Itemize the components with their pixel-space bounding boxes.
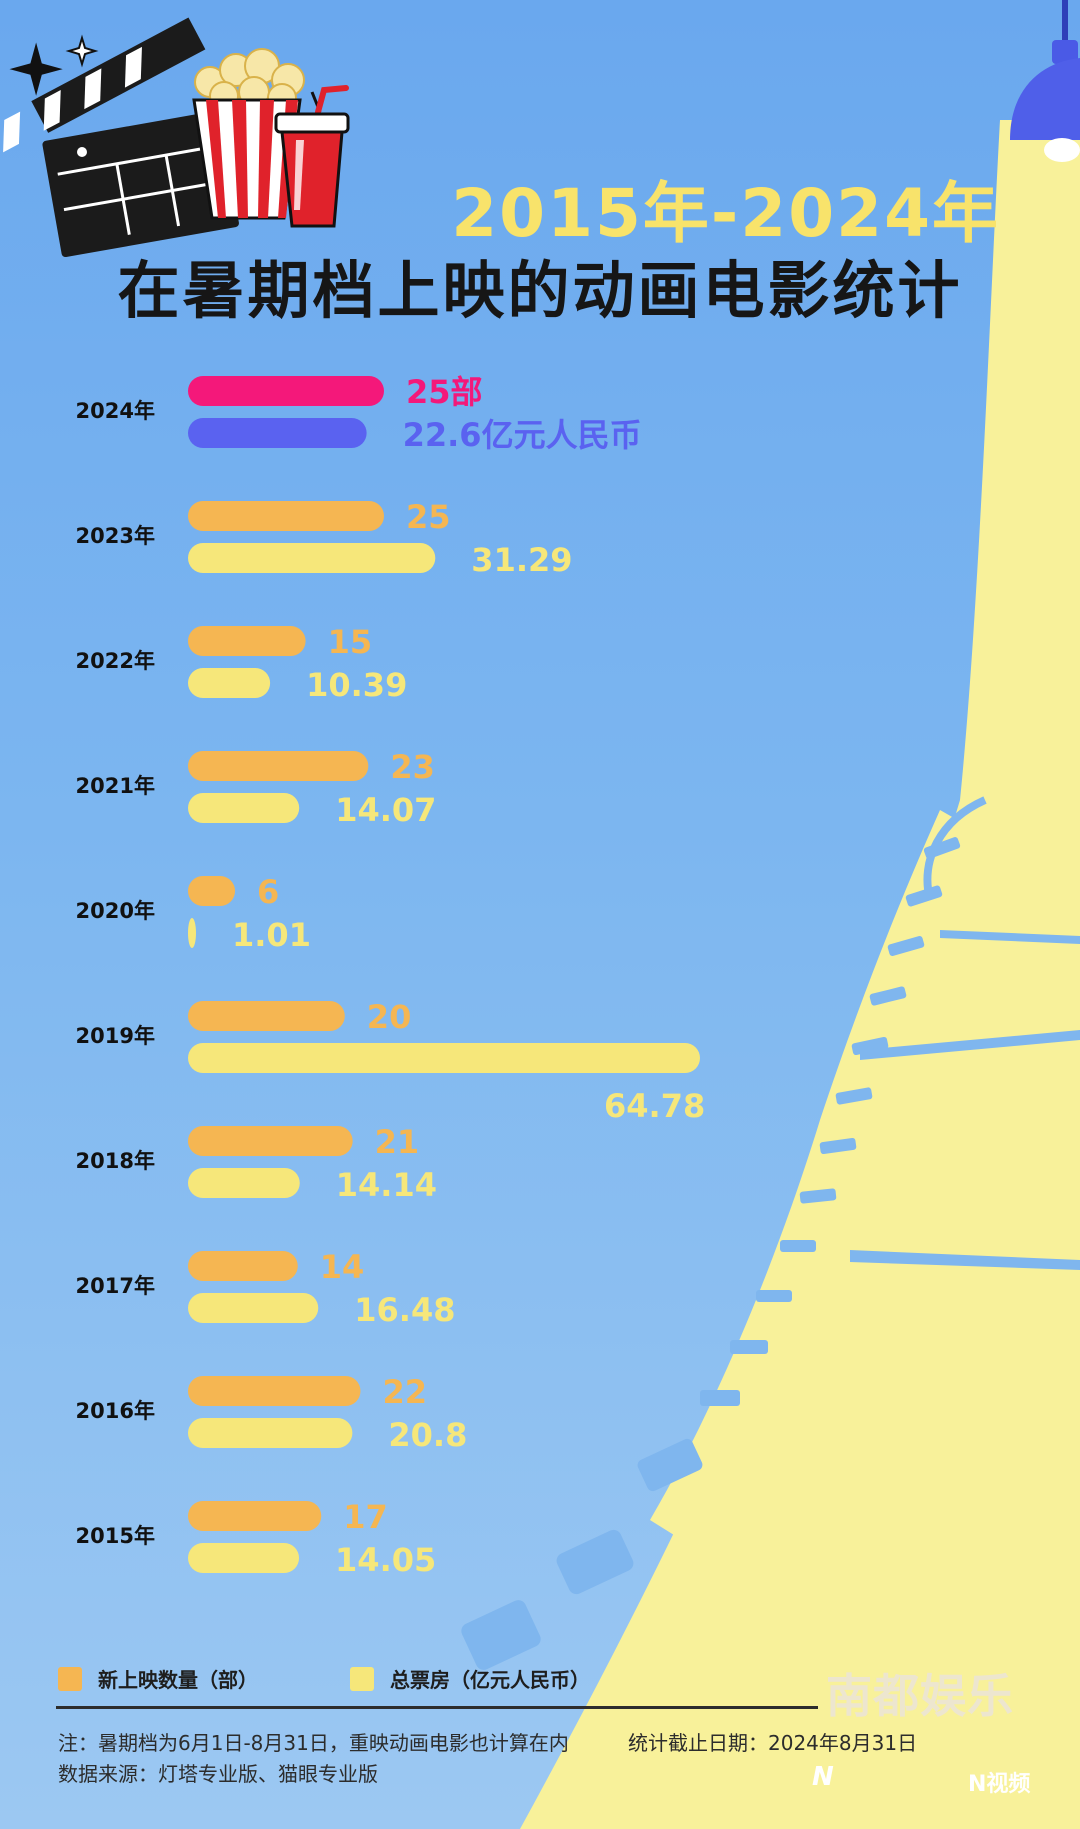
popcorn-icon	[192, 48, 305, 220]
box-office-bar	[188, 668, 271, 698]
box-office-bar	[188, 918, 196, 948]
year-label: 2023年	[76, 524, 155, 548]
legend-item-count: 新上映数量（部）	[58, 1664, 258, 1693]
count-value-label: 14	[320, 1248, 365, 1286]
count-value-label: 22	[382, 1373, 427, 1411]
count-value-label: 25部	[406, 373, 483, 411]
count-value-label: 6	[257, 873, 279, 911]
box-office-bar	[188, 1043, 700, 1073]
count-bar	[188, 751, 369, 781]
film-strip-icon	[461, 810, 1080, 1670]
box-office-value-label: 31.29	[471, 541, 572, 579]
box-office-value-label: 64.78	[604, 1087, 705, 1125]
spotlight-beam	[520, 120, 1080, 1829]
count-value-label: 20	[367, 998, 412, 1036]
legend-item-box-office: 总票房（亿元人民币）	[350, 1664, 590, 1693]
year-label: 2017年	[76, 1274, 155, 1298]
box-office-value-label: 16.48	[354, 1291, 455, 1329]
count-value-label: 23	[390, 748, 435, 786]
year-label: 2019年	[76, 1024, 155, 1048]
box-office-value-label: 14.07	[335, 791, 436, 829]
year-label: 2018年	[76, 1149, 155, 1173]
lamp-icon	[1010, 0, 1080, 162]
count-bar	[188, 1501, 322, 1531]
count-bar	[188, 626, 306, 656]
n-video-logo: N视频	[968, 1772, 1031, 1797]
year-label: 2024年	[76, 399, 155, 423]
divider	[56, 1706, 818, 1709]
legend-swatch-count	[58, 1666, 82, 1691]
count-bar	[188, 501, 384, 531]
count-value-label: 21	[375, 1123, 420, 1161]
box-office-bar	[188, 1293, 319, 1323]
count-value-label: 25	[406, 498, 451, 536]
box-office-value-label: 1.01	[232, 916, 311, 954]
count-bar	[188, 1001, 345, 1031]
count-bar	[188, 1126, 353, 1156]
year-label: 2016年	[76, 1399, 155, 1423]
box-office-value-label: 10.39	[306, 666, 407, 704]
data-source: 数据来源：灯塔专业版、猫眼专业版	[58, 1762, 378, 1786]
box-office-bar	[188, 1168, 300, 1198]
box-office-bar	[188, 793, 300, 823]
legend-label-box-office: 总票房（亿元人民币）	[390, 1668, 590, 1692]
box-office-value-label: 20.8	[388, 1416, 467, 1454]
count-bar	[188, 1376, 361, 1406]
year-label: 2020年	[76, 899, 155, 923]
clapperboard-icon	[3, 17, 239, 258]
box-office-bar	[188, 418, 367, 448]
cutoff-date: 统计截止日期：2024年8月31日	[628, 1731, 918, 1755]
legend-swatch-box-office	[350, 1666, 374, 1691]
year-label: 2015年	[76, 1524, 155, 1548]
box-office-bar	[188, 1418, 353, 1448]
box-office-bar	[188, 1543, 300, 1573]
nd-logo: N	[812, 1762, 834, 1792]
film-curl	[923, 796, 987, 901]
box-office-value-label: 14.05	[335, 1541, 436, 1579]
page-title: 在暑期档上映的动画电影统计	[117, 254, 963, 327]
footnote: 注：暑期档为6月1日-8月31日，重映动画电影也计算在内	[58, 1731, 569, 1755]
count-value-label: 15	[328, 623, 373, 661]
count-bar	[188, 1251, 298, 1281]
count-value-label: 17	[343, 1498, 388, 1536]
legend-label-count: 新上映数量（部）	[98, 1668, 258, 1692]
title-years: 2015年-2024年	[451, 175, 1000, 252]
box-office-value-label: 22.6亿元人民币	[403, 416, 642, 454]
legend: 新上映数量（部） 总票房（亿元人民币）	[58, 1664, 590, 1693]
year-label: 2022年	[76, 649, 155, 673]
box-office-bar	[188, 543, 436, 573]
drink-cup-icon	[274, 85, 350, 228]
count-bar	[188, 876, 236, 906]
sparkle-icon	[9, 34, 99, 96]
count-bar	[188, 376, 384, 406]
year-label: 2021年	[76, 774, 155, 798]
box-office-value-label: 14.14	[336, 1166, 437, 1204]
brand-logo: 南都娱乐	[826, 1669, 1014, 1723]
